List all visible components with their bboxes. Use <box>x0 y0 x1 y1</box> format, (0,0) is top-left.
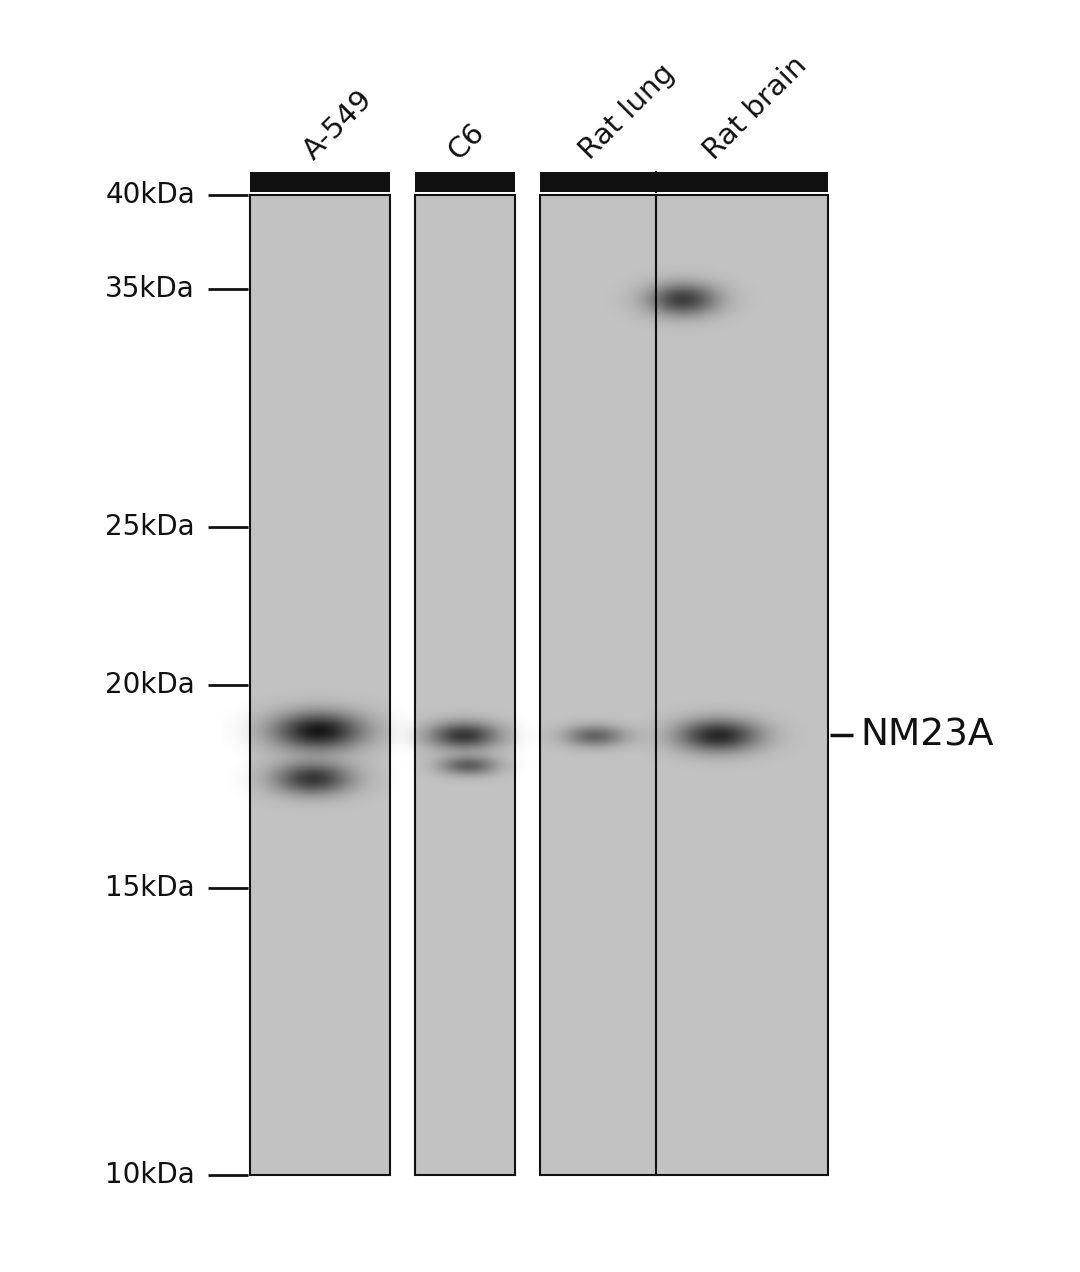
Bar <box>540 195 828 1175</box>
Bar <box>540 172 828 192</box>
Text: 10kDa: 10kDa <box>105 1161 195 1189</box>
Text: 35kDa: 35kDa <box>105 276 195 304</box>
Bar <box>249 195 390 1175</box>
Bar <box>415 195 515 1175</box>
Text: Rat brain: Rat brain <box>698 51 812 165</box>
Text: 15kDa: 15kDa <box>106 874 195 902</box>
Bar <box>249 172 390 192</box>
Text: A-549: A-549 <box>298 85 378 165</box>
Text: C6: C6 <box>443 118 490 165</box>
Text: Rat lung: Rat lung <box>575 59 680 165</box>
Text: NM23A: NM23A <box>860 717 994 753</box>
Text: 25kDa: 25kDa <box>106 514 195 542</box>
Text: 20kDa: 20kDa <box>105 672 195 700</box>
Bar <box>415 172 515 192</box>
Text: 40kDa: 40kDa <box>105 181 195 209</box>
